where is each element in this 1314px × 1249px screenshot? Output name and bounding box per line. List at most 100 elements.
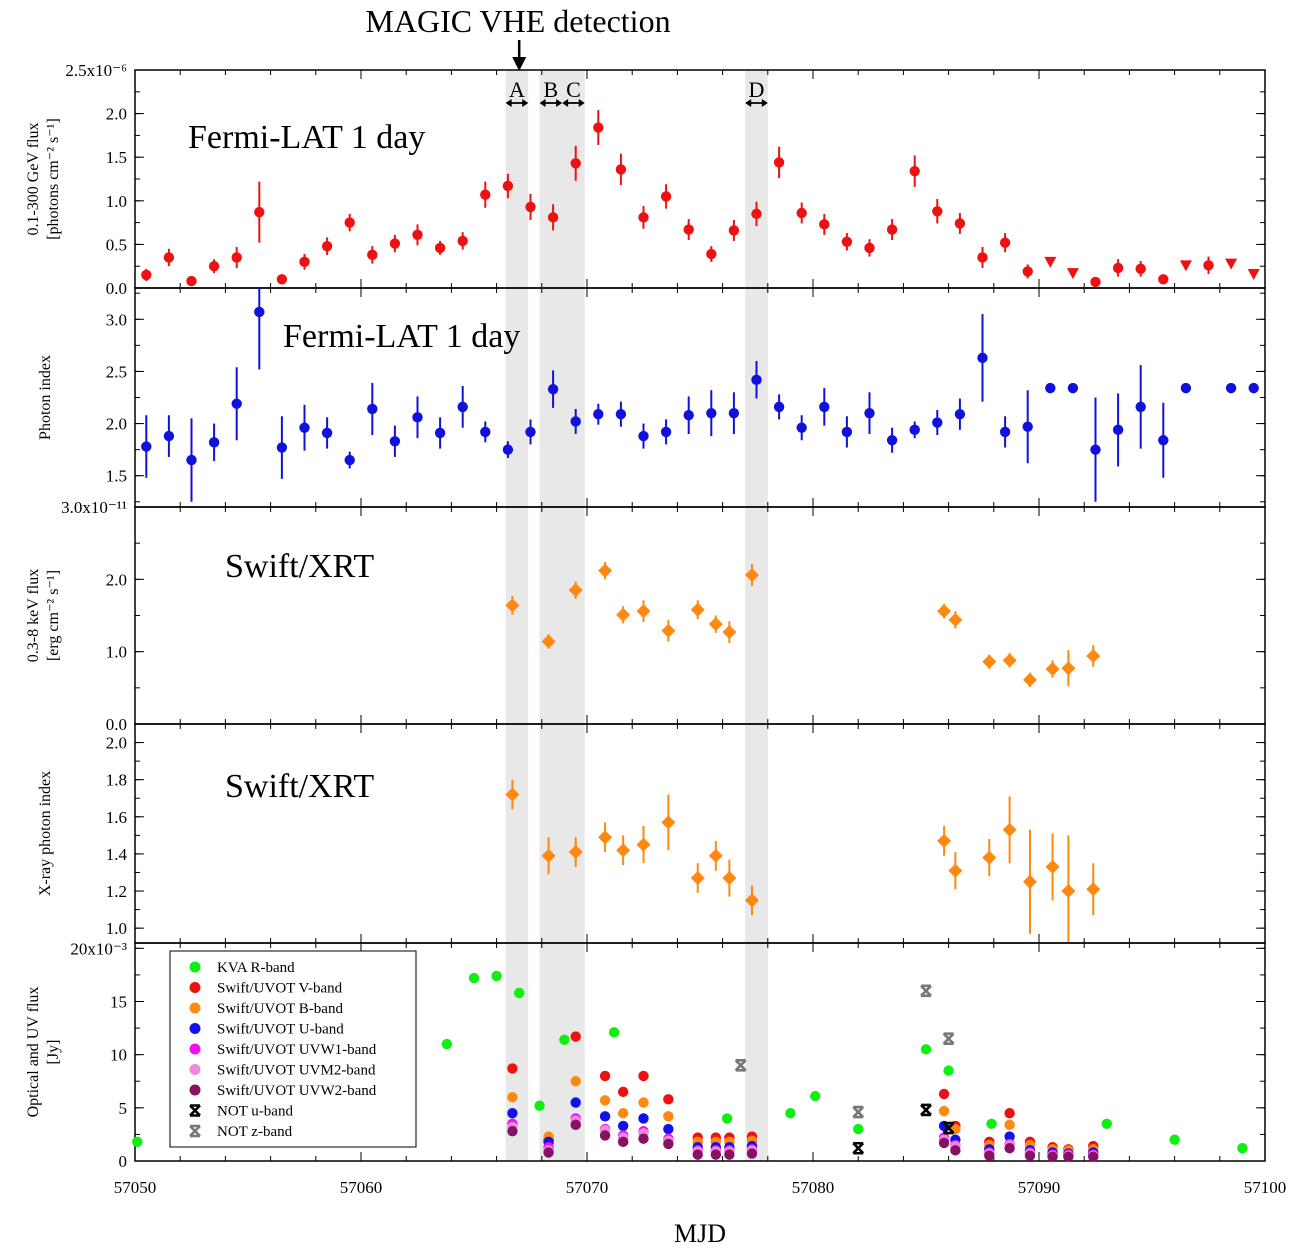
data-point	[1101, 1118, 1113, 1129]
legend-label: Swift/UVOT UVW1-band	[217, 1042, 377, 1058]
data-point	[938, 1088, 950, 1100]
data-point	[599, 1130, 611, 1141]
data-point	[547, 212, 559, 223]
x-tick-label: 57090	[1018, 1178, 1061, 1197]
band-B	[539, 70, 563, 1161]
data-point	[1090, 276, 1101, 288]
data-point	[706, 248, 717, 260]
y-tick-label: 1.5	[106, 467, 127, 486]
y-tick-label: 1.5	[106, 148, 127, 167]
data-point	[568, 845, 583, 860]
data-point	[999, 237, 1011, 248]
data-point	[541, 848, 556, 863]
data-point	[690, 871, 705, 886]
data-point	[1088, 1151, 1099, 1162]
data-point	[920, 1044, 932, 1055]
y-axis-label: Photon index	[37, 355, 54, 440]
data-point	[663, 1138, 674, 1150]
data-point	[708, 617, 723, 632]
data-point	[1022, 266, 1033, 277]
panel-frame	[134, 723, 1266, 944]
data-point	[692, 1149, 703, 1160]
data-point	[636, 604, 651, 619]
data-point	[543, 1147, 554, 1158]
series-0	[505, 561, 1101, 688]
data-point	[986, 1118, 997, 1129]
data-point	[864, 242, 875, 254]
data-point	[932, 206, 943, 217]
panel-title: Fermi-LAT 1 day	[188, 119, 425, 156]
data-point	[505, 598, 520, 613]
data-point	[141, 269, 152, 281]
band-D	[745, 70, 768, 1161]
data-point	[724, 1149, 735, 1160]
data-point	[570, 158, 581, 169]
legend-marker	[189, 982, 201, 993]
data-point	[1067, 382, 1079, 394]
upper-limit	[1225, 258, 1238, 270]
data-point	[909, 424, 920, 436]
series-0	[141, 288, 1259, 502]
data-point	[598, 563, 613, 578]
data-point	[321, 240, 333, 252]
data-point	[920, 1103, 932, 1117]
data-point	[570, 416, 581, 427]
legend-marker	[189, 1043, 201, 1055]
y-tick-label: 1.2	[106, 882, 127, 901]
x-axis-label: MJD	[674, 1219, 726, 1248]
panel-title: Swift/XRT	[225, 548, 374, 585]
data-point	[615, 408, 627, 420]
panel-title: Fermi-LAT 1 day	[283, 318, 520, 355]
data-point	[1158, 435, 1169, 446]
data-point	[810, 1090, 821, 1102]
band-label: A	[509, 77, 525, 102]
data-point	[1045, 382, 1056, 394]
data-point	[1063, 1151, 1074, 1162]
data-point	[505, 787, 520, 802]
figure-header: MAGIC VHE detection	[365, 3, 670, 39]
data-point	[507, 1063, 518, 1074]
series-0	[505, 779, 1101, 943]
data-point	[208, 261, 220, 272]
data-point	[1090, 444, 1101, 455]
legend-label: Swift/UVOT U-band	[217, 1022, 344, 1038]
panel-5: 0 5 10 15 20x10⁻³ Optical and UV flux [Jy]	[25, 939, 1266, 1171]
data-point	[507, 1126, 518, 1137]
data-point	[186, 454, 197, 466]
data-point	[389, 238, 401, 249]
data-point	[616, 843, 631, 858]
data-point	[1045, 859, 1060, 874]
band-A	[505, 70, 529, 1161]
legend-label: NOT z-band	[217, 1124, 293, 1140]
data-point	[1135, 263, 1146, 275]
y-tick-label: 2.0	[106, 415, 127, 434]
data-point	[441, 1038, 453, 1050]
data-point	[660, 426, 672, 438]
data-point	[412, 412, 423, 423]
data-point	[367, 249, 378, 261]
data-point	[773, 401, 785, 413]
data-point	[683, 224, 694, 235]
data-point	[608, 1027, 620, 1038]
data-point	[344, 454, 355, 466]
data-point	[1002, 822, 1017, 837]
data-point	[982, 850, 997, 865]
data-point	[514, 987, 525, 999]
data-point	[819, 401, 830, 413]
data-point	[728, 407, 740, 419]
y-axis-label: Optical and UV flux	[25, 987, 42, 1118]
y-tick-label: 5	[119, 1099, 128, 1118]
data-point	[943, 1065, 954, 1076]
data-point	[938, 1105, 950, 1117]
data-point	[937, 833, 952, 848]
panel-4: 1.0 1.2 1.4 1.6 1.8 2.0 X-ray photon index Swif…	[37, 723, 1266, 944]
data-point	[1004, 1119, 1015, 1131]
data-point	[819, 219, 830, 230]
y-tick-label: 20x10⁻³	[70, 939, 127, 958]
y-tick-label: 2.5	[106, 362, 127, 381]
data-point	[141, 441, 152, 452]
data-point	[480, 426, 491, 438]
y-tick-label: 2.0	[106, 570, 127, 589]
data-point	[570, 1097, 581, 1108]
data-point	[1248, 382, 1259, 394]
